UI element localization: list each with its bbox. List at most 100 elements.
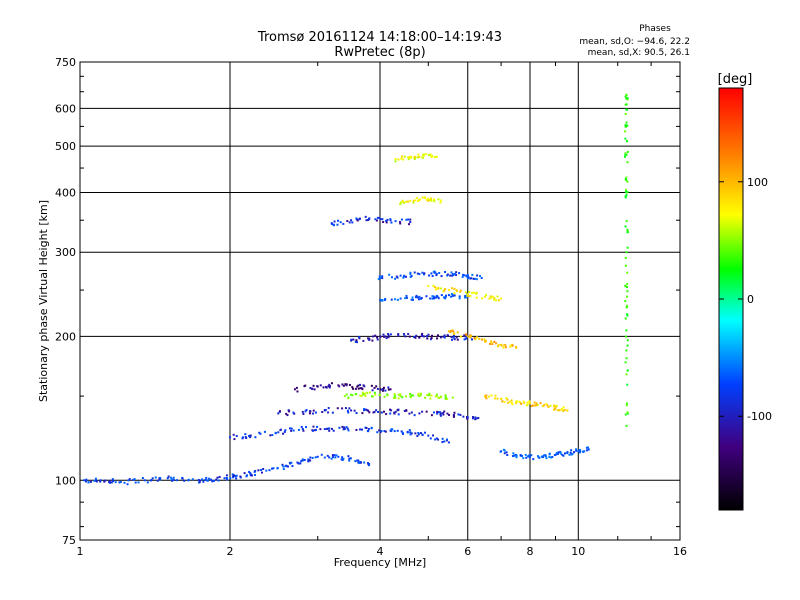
data-point [342,428,345,431]
data-point [308,459,311,462]
data-point [314,428,317,431]
data-point [586,449,589,452]
data-point [416,200,419,203]
data-point [229,436,231,439]
data-point [392,396,395,399]
data-point [386,393,389,396]
data-point [437,297,440,300]
data-point [452,334,455,337]
data-point [328,456,331,459]
data-point [370,426,373,429]
data-point [166,477,169,480]
data-point [205,476,208,479]
data-point [332,224,335,227]
data-point [293,412,296,415]
data-point [493,298,496,301]
data-point [364,215,367,218]
data-point [535,404,538,407]
data-point [396,429,399,432]
data-point [360,395,363,398]
data-point [444,296,447,299]
data-point [475,278,478,281]
data-point [455,289,458,292]
data-point [364,408,367,411]
data-point [418,198,421,201]
data-point [357,387,360,390]
data-point [500,397,503,400]
data-point [490,341,493,344]
data-point [271,434,274,437]
data-point [414,156,417,159]
data-point [235,435,238,438]
data-point [557,451,560,454]
data-point [416,156,419,159]
data-point [409,272,412,275]
colorbar-tick-label: 0 [747,293,754,306]
data-point [562,454,565,457]
data-point [524,453,527,456]
data-point [472,416,475,419]
data-point [348,383,351,386]
data-point [347,396,350,399]
data-point [330,382,333,385]
x-axis-label: Frequency [MHz] [334,556,426,569]
data-point [290,461,293,464]
data-point [354,387,357,390]
data-point [150,479,153,482]
data-point [525,456,528,459]
data-point [464,291,467,294]
data-point [427,333,430,336]
data-point [463,274,466,277]
data-point [556,409,559,412]
data-point [99,480,102,483]
data-point [447,289,450,292]
data-point [235,474,238,477]
data-point [399,203,402,206]
data-point [431,334,434,337]
data-point [443,336,446,339]
data-point [626,295,629,298]
data-point [361,428,364,431]
data-point [428,199,431,202]
data-point [290,429,293,432]
data-point [481,297,484,300]
data-point [462,273,465,276]
data-point [394,160,397,163]
data-point [564,452,567,455]
data-point [167,475,170,478]
x-tick-label: 4 [377,545,384,558]
data-point [407,218,410,221]
data-point [358,218,361,221]
data-point [229,477,232,480]
data-point [85,478,88,481]
data-point [343,426,346,429]
data-point [475,296,478,299]
data-point [359,461,362,464]
data-point [625,108,628,111]
data-point [437,438,440,441]
data-point [389,412,392,415]
data-point [435,393,438,396]
data-point [408,429,411,432]
data-point [570,453,573,456]
data-point [587,448,590,451]
data-point [337,455,340,458]
data-point [328,429,331,432]
data-point [202,480,205,483]
data-point [464,295,467,298]
data-point [382,386,385,389]
data-point [128,478,131,481]
data-point [464,333,467,336]
data-point [478,337,481,340]
data-point [269,434,272,437]
data-point [387,334,390,337]
data-point [417,153,420,156]
data-point [394,298,397,301]
data-point [374,218,377,221]
data-point [561,453,564,456]
data-point [421,196,424,199]
data-point [363,409,366,412]
data-point [515,454,518,457]
data-point [434,438,437,441]
data-point [305,408,308,411]
